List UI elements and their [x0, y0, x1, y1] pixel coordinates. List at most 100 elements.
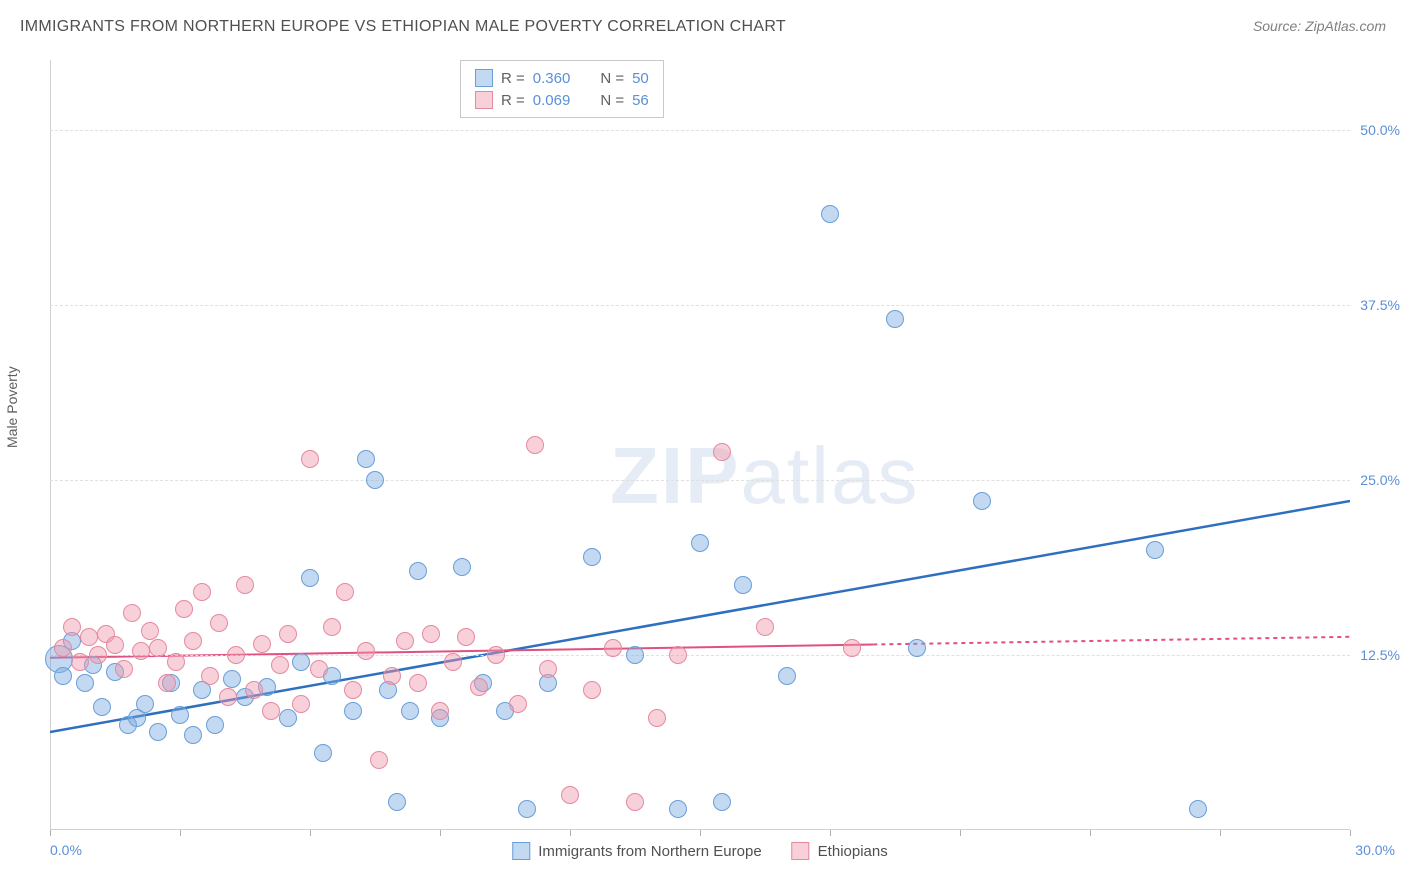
data-point-blue: [344, 702, 362, 720]
data-point-pink: [271, 656, 289, 674]
data-point-blue: [713, 793, 731, 811]
data-point-pink: [669, 646, 687, 664]
data-point-blue: [908, 639, 926, 657]
data-point-pink: [383, 667, 401, 685]
data-point-pink: [626, 793, 644, 811]
data-point-blue: [171, 706, 189, 724]
data-point-pink: [370, 751, 388, 769]
swatch-pink: [475, 91, 493, 109]
x-axis-max-label: 30.0%: [1355, 842, 1395, 858]
r-label: R =: [501, 92, 525, 109]
data-point-pink: [167, 653, 185, 671]
data-point-blue: [301, 569, 319, 587]
data-point-blue: [821, 205, 839, 223]
data-point-pink: [184, 632, 202, 650]
n-label: N =: [600, 92, 624, 109]
grid-line: [50, 130, 1350, 131]
stats-row-blue: R = 0.360N = 50: [475, 67, 649, 89]
data-point-blue: [149, 723, 167, 741]
data-point-pink: [444, 653, 462, 671]
data-point-blue: [93, 698, 111, 716]
data-point-pink: [106, 636, 124, 654]
data-point-blue: [54, 667, 72, 685]
data-point-pink: [141, 622, 159, 640]
legend-item-pink: Ethiopians: [792, 842, 888, 860]
data-point-pink: [236, 576, 254, 594]
data-point-blue: [409, 562, 427, 580]
data-point-blue: [973, 492, 991, 510]
x-tick: [570, 830, 571, 836]
plot-area: ZIPatlas R = 0.360N = 50R = 0.069N = 56 …: [50, 60, 1350, 830]
data-point-pink: [310, 660, 328, 678]
data-point-blue: [401, 702, 419, 720]
data-point-pink: [843, 639, 861, 657]
data-point-pink: [158, 674, 176, 692]
x-tick: [440, 830, 441, 836]
grid-line: [50, 480, 1350, 481]
data-point-pink: [210, 614, 228, 632]
data-point-pink: [132, 642, 150, 660]
n-label: N =: [600, 70, 624, 87]
stats-legend: R = 0.360N = 50R = 0.069N = 56: [460, 60, 664, 118]
legend-label: Ethiopians: [818, 843, 888, 860]
data-point-blue: [366, 471, 384, 489]
data-point-pink: [487, 646, 505, 664]
x-tick: [1220, 830, 1221, 836]
data-point-pink: [357, 642, 375, 660]
x-tick: [50, 830, 51, 836]
data-point-pink: [123, 604, 141, 622]
data-point-blue: [314, 744, 332, 762]
data-point-pink: [115, 660, 133, 678]
data-point-pink: [219, 688, 237, 706]
legend-label: Immigrants from Northern Europe: [538, 843, 761, 860]
data-point-blue: [518, 800, 536, 818]
data-point-pink: [80, 628, 98, 646]
r-value: 0.360: [533, 70, 571, 87]
y-tick-label: 50.0%: [1360, 122, 1400, 138]
legend-item-blue: Immigrants from Northern Europe: [512, 842, 761, 860]
data-point-pink: [604, 639, 622, 657]
data-point-pink: [409, 674, 427, 692]
swatch-blue: [475, 69, 493, 87]
data-point-pink: [253, 635, 271, 653]
data-point-pink: [149, 639, 167, 657]
x-tick: [700, 830, 701, 836]
data-point-pink: [583, 681, 601, 699]
data-point-blue: [734, 576, 752, 594]
data-point-blue: [357, 450, 375, 468]
data-point-blue: [626, 646, 644, 664]
y-axis-label: Male Poverty: [4, 366, 20, 448]
legend-swatch-blue: [512, 842, 530, 860]
data-point-pink: [713, 443, 731, 461]
data-point-blue: [279, 709, 297, 727]
data-point-pink: [262, 702, 280, 720]
data-point-pink: [422, 625, 440, 643]
data-point-pink: [526, 436, 544, 454]
x-tick: [830, 830, 831, 836]
x-tick: [1350, 830, 1351, 836]
data-point-pink: [431, 702, 449, 720]
x-tick: [180, 830, 181, 836]
data-point-blue: [292, 653, 310, 671]
data-point-pink: [336, 583, 354, 601]
data-point-blue: [886, 310, 904, 328]
data-point-pink: [509, 695, 527, 713]
data-point-blue: [1189, 800, 1207, 818]
data-point-blue: [136, 695, 154, 713]
x-tick: [960, 830, 961, 836]
data-point-blue: [691, 534, 709, 552]
data-point-blue: [778, 667, 796, 685]
x-tick: [1090, 830, 1091, 836]
y-tick-label: 25.0%: [1360, 472, 1400, 488]
data-point-blue: [223, 670, 241, 688]
data-point-pink: [756, 618, 774, 636]
data-point-pink: [457, 628, 475, 646]
data-point-pink: [89, 646, 107, 664]
watermark-light: atlas: [740, 431, 919, 520]
data-point-pink: [63, 618, 81, 636]
n-value: 56: [632, 92, 649, 109]
legend-swatch-pink: [792, 842, 810, 860]
trend-line-dashed-pink: [873, 637, 1350, 645]
data-point-blue: [184, 726, 202, 744]
y-axis-line: [50, 60, 51, 830]
